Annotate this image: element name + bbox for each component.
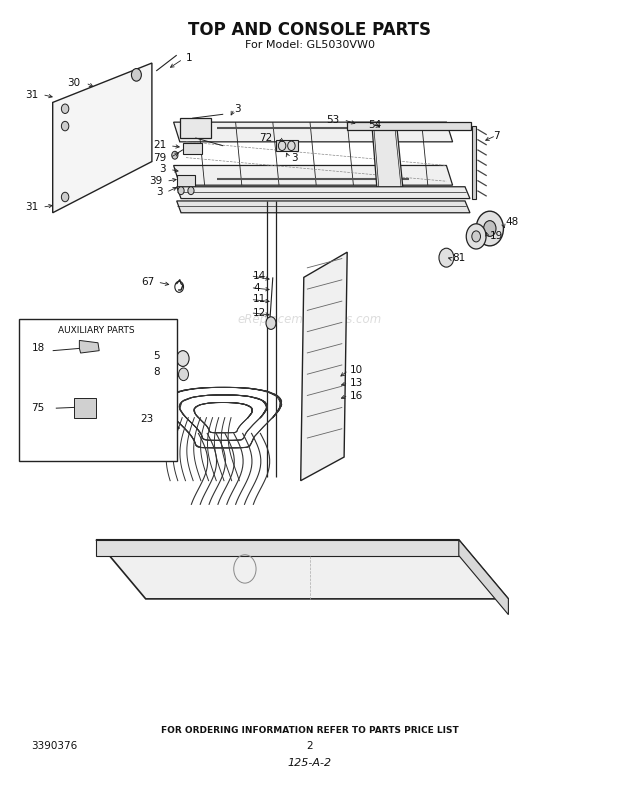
- Polygon shape: [459, 540, 508, 615]
- Text: 48: 48: [506, 217, 519, 227]
- Text: 81: 81: [453, 254, 466, 263]
- Polygon shape: [347, 122, 471, 130]
- Text: 125-A-2: 125-A-2: [288, 758, 332, 768]
- Text: 75: 75: [32, 403, 45, 413]
- Text: 16: 16: [350, 391, 363, 400]
- Polygon shape: [74, 398, 96, 418]
- Text: 5: 5: [153, 351, 160, 361]
- Polygon shape: [79, 340, 99, 353]
- Text: 12: 12: [253, 308, 266, 318]
- Circle shape: [61, 104, 69, 113]
- Text: 10: 10: [350, 366, 363, 375]
- Circle shape: [476, 211, 503, 246]
- Polygon shape: [96, 540, 508, 599]
- Text: 7: 7: [493, 131, 500, 140]
- Text: FOR ORDERING INFORMATION REFER TO PARTS PRICE LIST: FOR ORDERING INFORMATION REFER TO PARTS …: [161, 726, 459, 735]
- Text: AUXILIARY PARTS: AUXILIARY PARTS: [58, 326, 135, 336]
- Polygon shape: [174, 122, 453, 142]
- Polygon shape: [180, 118, 211, 138]
- Text: 3: 3: [156, 188, 162, 197]
- Circle shape: [266, 317, 276, 329]
- Polygon shape: [276, 140, 298, 151]
- Text: eReplacementParts.com: eReplacementParts.com: [238, 313, 382, 325]
- Circle shape: [61, 121, 69, 131]
- Text: 13: 13: [350, 378, 363, 388]
- Polygon shape: [372, 126, 403, 189]
- Polygon shape: [177, 175, 195, 188]
- Circle shape: [61, 192, 69, 202]
- Text: 54: 54: [368, 120, 381, 129]
- Text: 19: 19: [490, 232, 503, 241]
- Circle shape: [178, 187, 184, 195]
- Text: 3: 3: [291, 153, 298, 162]
- Text: 14: 14: [253, 271, 266, 281]
- Circle shape: [177, 351, 189, 366]
- Text: 3: 3: [159, 165, 166, 174]
- Circle shape: [466, 224, 486, 249]
- Text: For Model: GL5030VW0: For Model: GL5030VW0: [245, 40, 375, 50]
- Circle shape: [188, 187, 194, 195]
- Text: 23: 23: [141, 414, 154, 424]
- Circle shape: [131, 69, 141, 81]
- Circle shape: [484, 221, 496, 236]
- Polygon shape: [96, 540, 459, 556]
- Text: 79: 79: [153, 153, 166, 162]
- Polygon shape: [183, 143, 202, 154]
- Text: 31: 31: [25, 90, 38, 99]
- Text: 67: 67: [142, 277, 155, 287]
- Text: 1: 1: [186, 53, 193, 62]
- Text: 31: 31: [25, 203, 38, 212]
- Bar: [19, 319, 177, 461]
- Text: 53: 53: [327, 115, 340, 125]
- Circle shape: [472, 231, 480, 242]
- Text: 2: 2: [307, 742, 313, 751]
- Text: 8: 8: [153, 367, 160, 377]
- Text: 30: 30: [68, 78, 81, 87]
- Polygon shape: [472, 126, 476, 199]
- Polygon shape: [301, 252, 347, 481]
- Text: 21: 21: [153, 140, 166, 150]
- Text: 39: 39: [149, 177, 162, 186]
- Circle shape: [179, 368, 188, 381]
- Polygon shape: [174, 165, 453, 185]
- Text: 3390376: 3390376: [31, 742, 78, 751]
- Text: TOP AND CONSOLE PARTS: TOP AND CONSOLE PARTS: [188, 21, 432, 39]
- Text: 18: 18: [32, 344, 45, 353]
- Circle shape: [439, 248, 454, 267]
- Polygon shape: [177, 187, 470, 199]
- Text: 72: 72: [260, 133, 273, 143]
- Polygon shape: [53, 63, 152, 213]
- Text: 11: 11: [253, 295, 266, 304]
- Text: 3: 3: [234, 104, 241, 113]
- Polygon shape: [177, 201, 470, 213]
- Text: 4: 4: [253, 283, 260, 292]
- Circle shape: [172, 151, 178, 159]
